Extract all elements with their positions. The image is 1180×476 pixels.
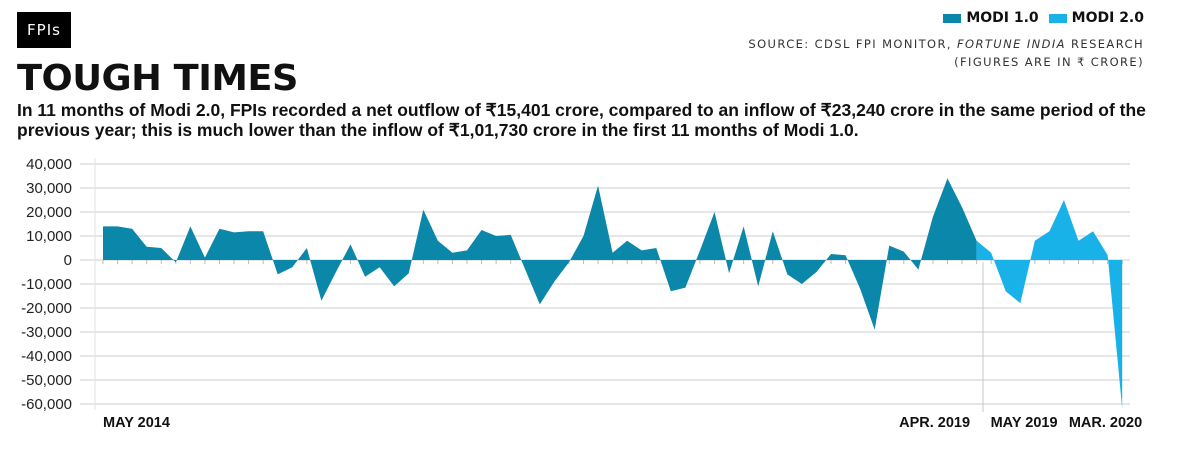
x-tick-label: MAY 2019 [991, 415, 1058, 431]
y-tick-label: 0 [64, 252, 72, 269]
y-tick-label: -30,000 [21, 324, 72, 341]
area-modi-2-0 [976, 200, 1123, 409]
source-line: SOURCE: CDSL FPI MONITOR, FORTUNE INDIA … [748, 35, 1144, 53]
legend-label-modi-2: MODI 2.0 [1071, 10, 1144, 26]
chart-subtitle: In 11 months of Modi 2.0, FPIs recorded … [17, 100, 1146, 140]
source-note: SOURCE: CDSL FPI MONITOR, FORTUNE INDIA … [748, 35, 1144, 71]
source-suffix: RESEARCH [1065, 37, 1144, 51]
source-publication: FORTUNE INDIA [957, 37, 1066, 51]
x-tick-label: APR. 2019 [899, 415, 970, 431]
y-tick-label: 40,000 [26, 156, 72, 173]
x-tick-label: MAY 2014 [103, 415, 170, 431]
area-modi-1-0 [103, 178, 977, 330]
legend: MODI 1.0 MODI 2.0 [943, 10, 1144, 26]
legend-item-modi-1: MODI 1.0 [943, 10, 1039, 26]
chart-title: TOUGH TIMES [17, 58, 298, 99]
y-tick-label: -50,000 [21, 372, 72, 389]
y-tick-label: -40,000 [21, 348, 72, 365]
section-tag: FPIs [17, 12, 71, 48]
y-tick-label: -10,000 [21, 276, 72, 293]
legend-label-modi-1: MODI 1.0 [966, 10, 1039, 26]
legend-item-modi-2: MODI 2.0 [1048, 10, 1144, 26]
source-prefix: SOURCE: CDSL FPI MONITOR, [748, 37, 958, 51]
y-tick-label: 20,000 [26, 204, 72, 221]
y-tick-label: 10,000 [26, 228, 72, 245]
y-tick-label: -60,000 [21, 396, 72, 413]
y-tick-label: -20,000 [21, 300, 72, 317]
units-note: (FIGURES ARE IN ₹ CRORE) [954, 55, 1144, 69]
x-tick-label: MAR. 2020 [1069, 415, 1142, 431]
legend-swatch-modi-2 [1048, 13, 1067, 23]
legend-swatch-modi-1 [943, 13, 962, 23]
y-tick-label: 30,000 [26, 180, 72, 197]
